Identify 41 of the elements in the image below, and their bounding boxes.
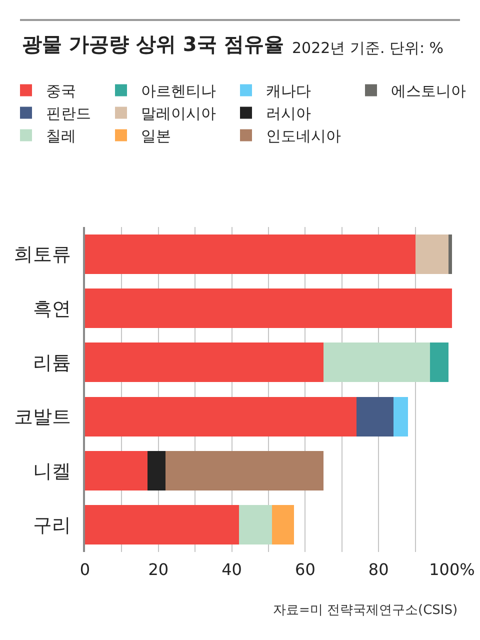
bar <box>356 396 394 436</box>
legend-label: 일본 <box>141 127 171 146</box>
x-tick-label: 80 <box>368 560 389 579</box>
text: 자료=미 전략국제연구소(CSIS) <box>273 603 458 618</box>
x-tick-label: 20 <box>148 560 169 579</box>
bar <box>272 505 294 545</box>
bar <box>430 342 448 382</box>
legend-label: 말레이시아 <box>141 104 216 123</box>
legend-label: 러시아 <box>266 104 311 123</box>
bar <box>166 450 324 491</box>
y-tick-label: 리튬 <box>33 352 72 374</box>
x-tick-label: 100% <box>429 560 475 579</box>
bar <box>415 234 448 274</box>
bar <box>448 234 452 274</box>
bar <box>147 450 166 491</box>
bar <box>85 450 148 491</box>
y-tick-label: 코발트 <box>14 406 72 428</box>
bar <box>239 505 272 545</box>
chart-title: 광물 가공량 상위 3국 점유율 <box>22 32 284 56</box>
chart-subtitle: 2022년 기준. 단위: % <box>292 39 444 57</box>
bar <box>85 234 416 274</box>
y-tick-label: 희토류 <box>14 244 72 266</box>
legend-label: 칠레 <box>46 127 76 146</box>
bar <box>85 505 240 545</box>
y-tick-label: 흑연 <box>33 298 72 320</box>
bar <box>324 342 430 382</box>
bar <box>85 396 357 436</box>
legend-label: 핀란드 <box>46 104 91 123</box>
legend-label: 에스토니아 <box>391 82 466 100</box>
bar <box>85 288 452 328</box>
x-tick-label: 40 <box>222 560 242 579</box>
legend-label: 캐나다 <box>266 82 311 100</box>
x-tick-label: 0 <box>80 560 90 579</box>
legend-label: 아르헨티나 <box>141 82 216 100</box>
legend-label: 중국 <box>46 82 76 100</box>
y-tick-label: 구리 <box>33 514 72 537</box>
y-tick-label: 니켈 <box>33 460 72 482</box>
bar <box>85 342 324 382</box>
legend-label: 인도네시아 <box>266 127 341 146</box>
x-tick-label: 60 <box>295 560 316 579</box>
bar <box>393 396 408 436</box>
